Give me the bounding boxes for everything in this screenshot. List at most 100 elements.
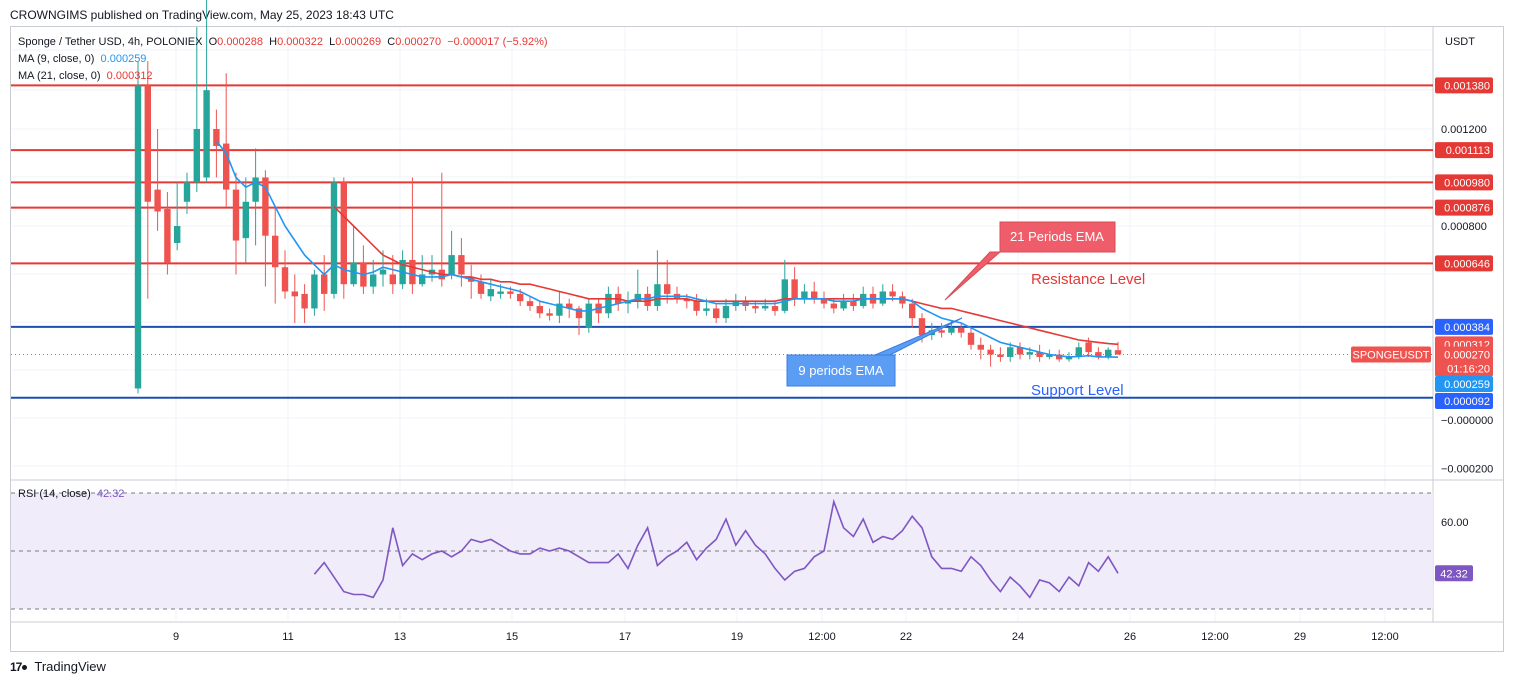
open-label: O (208, 36, 218, 48)
candle-up (379, 269, 387, 275)
ma9-value: 0.000259 (100, 53, 147, 65)
high-value: 0.000322 (277, 36, 323, 48)
price-tick-label: 0.001200 (1441, 124, 1487, 136)
tradingview-logo-icon: 17 (10, 660, 28, 674)
candle-down (830, 303, 837, 309)
candle-down (389, 274, 396, 285)
candle-down (820, 298, 828, 304)
resistance-level-label: Resistance Level (1031, 271, 1145, 288)
candle-down (301, 293, 308, 309)
publisher-line: CROWNGIMS published on TradingView.com, … (10, 8, 394, 22)
candle-down (321, 274, 328, 294)
rsi-tick-label: 60.00 (1441, 517, 1469, 529)
candle-down (223, 143, 230, 190)
candle-up (585, 303, 592, 328)
candle-up (174, 226, 181, 243)
candle-down (507, 291, 514, 294)
candle-up (605, 293, 612, 314)
candle-down (409, 259, 416, 285)
close-value: 0.000270 (395, 36, 442, 48)
candle-down (683, 298, 690, 302)
candle-up (1065, 356, 1073, 360)
candle-up (556, 303, 563, 316)
candle-down (340, 182, 347, 285)
candle-down (693, 301, 700, 311)
candle-up (252, 177, 259, 202)
candle-down (791, 279, 798, 299)
ma21-legend[interactable]: MA (21, close, 0) 0.000312 (18, 70, 153, 82)
candle-down (1095, 352, 1102, 357)
candle-up (840, 301, 847, 309)
time-tick-label: 12:00 (1371, 631, 1399, 643)
candle-up (1075, 347, 1082, 357)
candle-up (1026, 352, 1033, 355)
candle-down (154, 189, 161, 212)
time-tick-label: 26 (1124, 631, 1136, 643)
rsi-value-tag-bg (1435, 565, 1473, 582)
symbol-tag-bg (1351, 346, 1431, 363)
candle-down (713, 308, 720, 319)
candle-down (1114, 350, 1122, 355)
symbol-legend: Sponge / Tether USD, 4h, POLONIEX O0.000… (18, 36, 548, 48)
candle-up (311, 274, 318, 309)
time-tick-label: 22 (900, 631, 912, 643)
symbol-name[interactable]: Sponge / Tether USD, 4h, POLONIEX (18, 36, 203, 48)
rsi-value-tag: 42.32 (1440, 568, 1468, 580)
time-tick-label: 12:00 (808, 631, 836, 643)
chart-frame (10, 26, 1504, 652)
time-tick-label: 12:00 (1201, 631, 1229, 643)
candle-down (232, 189, 240, 241)
candle-up (183, 182, 191, 202)
candle-down (977, 344, 984, 350)
ma9-legend[interactable]: MA (9, close, 0) 0.000259 (18, 53, 146, 65)
close-label: C (387, 36, 396, 48)
candle-up (654, 284, 661, 307)
support-low-tag-bg (1435, 393, 1493, 409)
rsi-label: RSI (14, close) (18, 488, 91, 500)
candle-up (203, 90, 210, 178)
currency-label: USDT (1445, 36, 1475, 48)
price-chart-svg[interactable]: 0.001200 0.000800 −0.000000 −0.000200 USDT 60… (0, 0, 1514, 660)
candle-down (889, 291, 896, 297)
ma9-line (215, 140, 1119, 358)
candle-up (879, 291, 886, 304)
ema9-callout-shape (786, 317, 963, 387)
time-tick-label: 29 (1294, 631, 1306, 643)
countdown-tag: 01:16:20 (1447, 364, 1490, 376)
support-price-tag: 0.000384 (1444, 322, 1490, 334)
time-tick-label: 24 (1012, 631, 1024, 643)
candle-down (1085, 342, 1092, 353)
candle-down (918, 318, 926, 336)
candle-up (350, 262, 357, 285)
time-tick-label: 13 (394, 631, 406, 643)
current-price-tag: 0.000270 (1444, 350, 1490, 362)
candle-down (752, 306, 759, 309)
candle-up (193, 129, 200, 183)
candle-down (477, 281, 485, 294)
resistance-price-tag-bg (1435, 174, 1493, 191)
ma21-label: MA (21, close, 0) (18, 70, 101, 82)
rsi-legend[interactable]: RSI (14, close) 42.32 (18, 488, 124, 500)
candle-down (526, 301, 534, 307)
candle-down (771, 306, 779, 311)
time-tick-label: 15 (506, 631, 518, 643)
candle-up (134, 85, 142, 389)
candle-up (1105, 349, 1112, 357)
footer-brand[interactable]: 17 TradingView (10, 659, 106, 674)
candle-up (487, 289, 494, 297)
open-value: 0.000288 (217, 36, 264, 48)
candle-up (948, 327, 955, 333)
change-value: −0.000017 (−5.92%) (447, 36, 548, 48)
resistance-price-tag-bg (1435, 142, 1493, 159)
candle-down (967, 332, 975, 345)
resistance-price-tag: 0.001380 (1444, 80, 1490, 92)
candle-down (272, 235, 279, 268)
price-tick-label: 0.000800 (1441, 221, 1487, 233)
candle-down (546, 313, 553, 316)
candle-up (370, 274, 377, 287)
rsi-line (313, 498, 1119, 599)
candle-up (330, 182, 338, 294)
high-label: H (269, 36, 278, 48)
candle-down (811, 291, 818, 299)
candle-down (909, 303, 916, 319)
